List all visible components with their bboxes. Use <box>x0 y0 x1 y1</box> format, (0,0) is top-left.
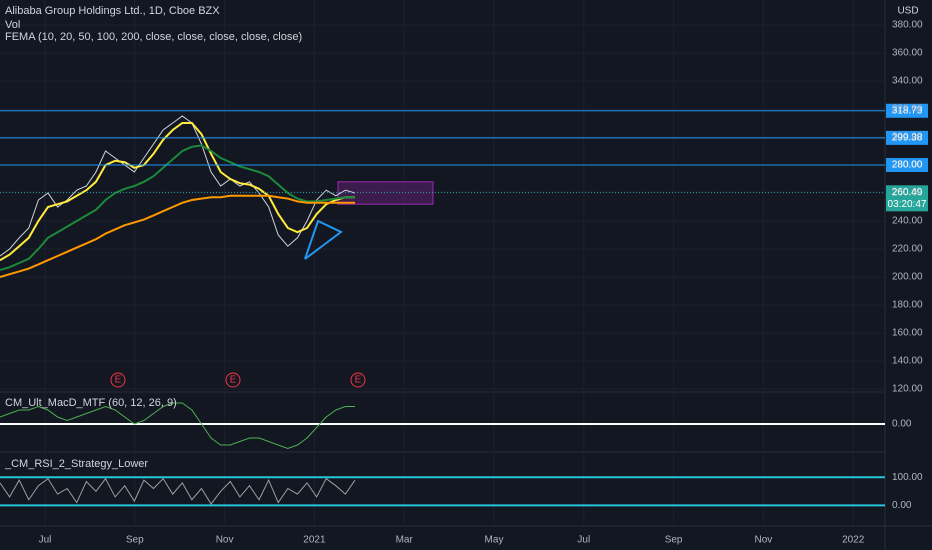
marks <box>0 103 928 505</box>
time-tick-label: Nov <box>755 535 773 546</box>
symbol-title: Alibaba Group Holdings Ltd., 1D, Cboe BZ… <box>5 5 220 17</box>
y-tick-label: 260.00 <box>892 188 923 199</box>
grid <box>0 0 885 526</box>
earnings-marker <box>110 372 126 388</box>
y-tick-label: 240.00 <box>892 216 923 227</box>
y-tick-label: 340.00 <box>892 76 923 87</box>
y-tick-label: 160.00 <box>892 328 923 339</box>
y-tick-label: 100.00 <box>892 472 923 483</box>
earnings-label: E <box>230 375 237 386</box>
level-badge <box>886 103 928 118</box>
series-line <box>0 402 355 450</box>
time-tick-label: Nov <box>216 535 234 546</box>
series-line <box>0 122 355 262</box>
rsi-title: _CM_RSI_2_Strategy_Lower <box>4 458 148 470</box>
time-tick-label: 2021 <box>303 535 326 546</box>
time-tick-label: Sep <box>126 535 144 546</box>
triangle-drawing <box>304 219 343 260</box>
earnings-label: E <box>115 375 122 386</box>
y-tick-label: 220.00 <box>892 244 923 255</box>
y-tick-label: 280.00 <box>892 160 923 171</box>
series-line <box>0 477 356 505</box>
time-tick-label: Jul <box>577 535 590 546</box>
series-line <box>0 144 355 271</box>
fema-label: FEMA (10, 20, 50, 100, 200, close, close… <box>5 31 302 43</box>
y-tick-label: 180.00 <box>892 300 923 311</box>
level-label: 299.38 <box>892 133 923 144</box>
y-tick-label: 300.00 <box>892 132 923 143</box>
y-tick-label: 140.00 <box>892 356 923 367</box>
y-tick-label: 200.00 <box>892 272 923 283</box>
series-line <box>0 115 356 257</box>
series-line <box>0 194 355 278</box>
y-tick-label: 0.00 <box>892 419 912 430</box>
last-badge <box>886 185 928 212</box>
countdown-label: 03:20:47 <box>888 199 927 210</box>
earnings-label: E <box>355 375 362 386</box>
y-tick-label: 0.00 <box>892 500 912 511</box>
y-tick-label: 120.00 <box>892 384 923 395</box>
macd-title: CM_Ult_MacD_MTF (60, 12, 26, 9) <box>5 397 177 409</box>
time-tick-label: Mar <box>396 535 414 546</box>
currency: USD <box>897 6 918 17</box>
level-label: 280.00 <box>892 160 923 171</box>
earnings-marker <box>225 372 241 388</box>
last-price-label: 260.49 <box>892 187 923 198</box>
y-tick-label: 360.00 <box>892 48 923 59</box>
y-tick-label: 380.00 <box>892 20 923 31</box>
level-badge <box>886 158 928 172</box>
vol-label: Vol <box>5 19 20 31</box>
level-label: 318.73 <box>892 105 923 116</box>
zone <box>337 181 434 205</box>
time-tick-label: Sep <box>665 535 683 546</box>
earnings-marker <box>350 372 366 388</box>
time-tick-label: Jul <box>39 535 52 546</box>
time-tick-label: 2022 <box>842 535 865 546</box>
time-tick-label: May <box>485 535 504 546</box>
level-badge <box>886 130 928 145</box>
y-tick-label: 320.00 <box>892 104 923 115</box>
